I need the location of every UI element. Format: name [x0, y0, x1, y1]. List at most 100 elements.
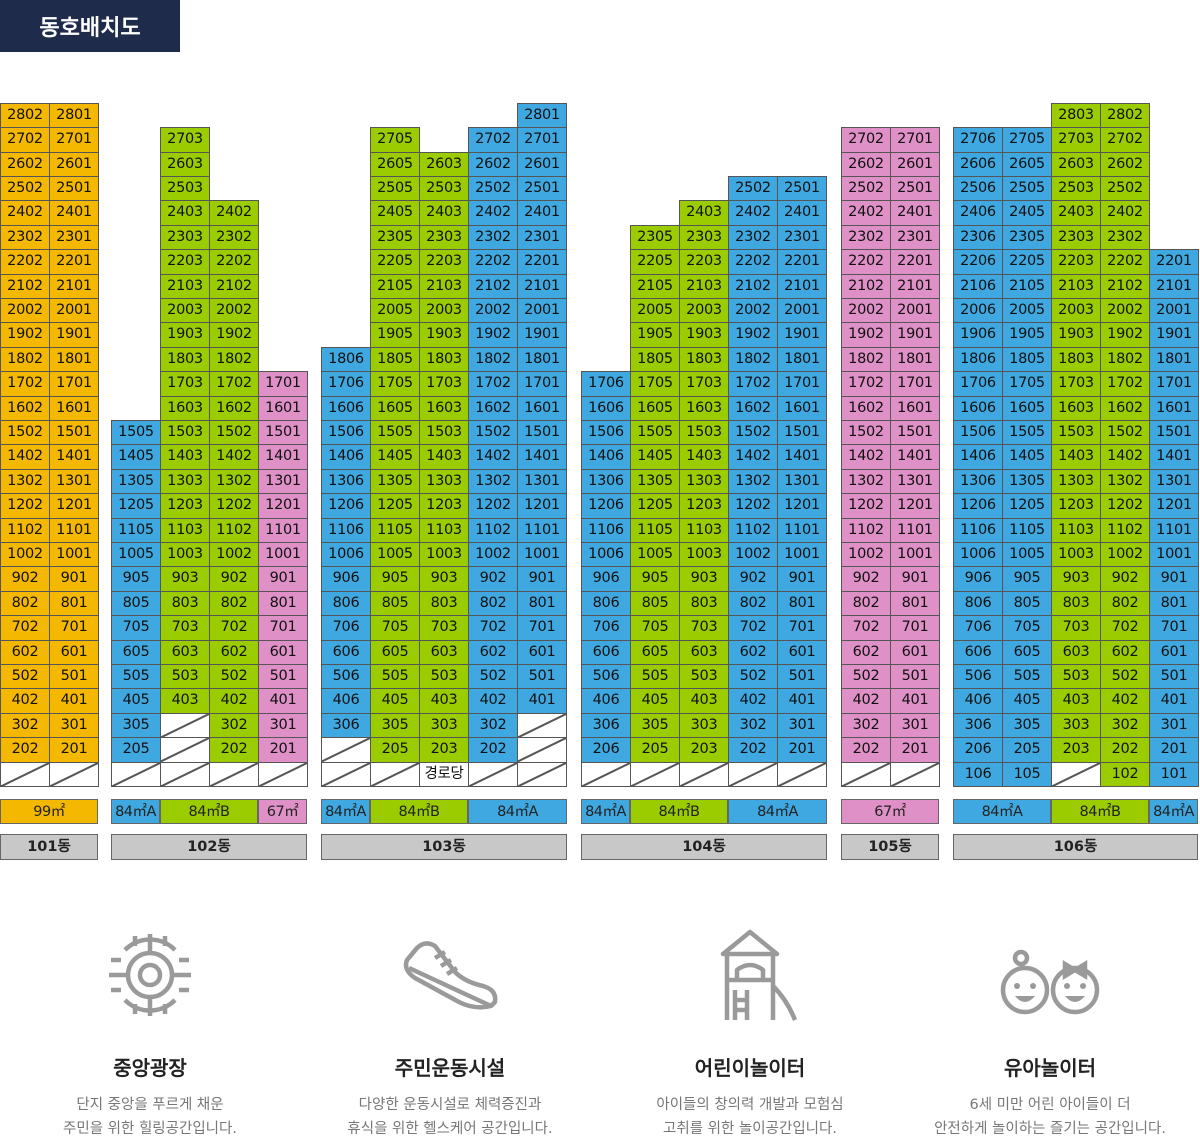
unit-cell: 1502 — [841, 420, 891, 446]
unit-cell: 901 — [258, 566, 308, 592]
unit-cell: 2403 — [419, 200, 469, 226]
feature-description: 다양한 운동시설로 체력증진과 휴식을 위한 헬스케어 공간입니다. — [347, 1097, 553, 1137]
unit-cell: 401 — [777, 688, 827, 714]
unit-cell: 2403 — [679, 200, 729, 226]
unit-cell: 303 — [679, 712, 729, 739]
unit-cell: 2102 — [841, 273, 891, 299]
unit-cell: 1002 — [209, 542, 259, 568]
unit-cell: 1903 — [1051, 322, 1101, 348]
unit-cell: 1803 — [160, 346, 210, 373]
unit-cell: 2402 — [728, 200, 778, 226]
unit-cell: 1005 — [370, 542, 420, 568]
unit-cell: 2203 — [679, 249, 729, 275]
unit-cell: 1505 — [370, 420, 420, 446]
unit-cell: 206 — [953, 737, 1003, 763]
unit-cell: 501 — [517, 664, 567, 690]
unit-cell: 2703 — [1051, 127, 1101, 153]
unit-cell: 1403 — [160, 444, 210, 470]
unit-cell: 1102 — [0, 517, 50, 543]
empty-unit-cell — [630, 761, 680, 787]
unit-cell: 2402 — [468, 200, 518, 226]
unit-cell: 1502 — [209, 420, 259, 446]
unit-cell: 1105 — [111, 517, 161, 543]
unit-cell: 705 — [370, 615, 420, 641]
unit-cell: 2306 — [953, 224, 1003, 251]
unit-cell: 1603 — [1051, 395, 1101, 421]
unit-cell: 2402 — [209, 200, 259, 226]
unit-cell: 1301 — [777, 468, 827, 495]
unit-cell: 602 — [841, 639, 891, 665]
unit-cell: 203 — [1051, 737, 1101, 763]
unit-cell: 1703 — [160, 371, 210, 397]
unit-cell: 1406 — [581, 444, 631, 470]
unit-cell: 901 — [49, 566, 99, 592]
unit-cell: 205 — [630, 737, 680, 763]
unit-cell: 1406 — [321, 444, 371, 470]
unit-cell: 2601 — [49, 151, 99, 177]
unit-cell: 2502 — [0, 176, 50, 202]
unit-cell: 802 — [209, 590, 259, 617]
unit-cell: 2001 — [517, 298, 567, 324]
unit-cell: 1103 — [1051, 517, 1101, 543]
unit-cell: 1906 — [953, 322, 1003, 348]
unit-cell: 1601 — [890, 395, 940, 421]
unit-type-legend: 84㎡B — [1051, 799, 1149, 824]
unit-cell: 605 — [630, 639, 680, 665]
unit-type-legend: 84㎡A — [581, 799, 630, 824]
unit-cell: 2201 — [1149, 249, 1199, 275]
unit-cell: 1503 — [679, 420, 729, 446]
unit-cell: 603 — [1051, 639, 1101, 665]
unit-cell: 1801 — [49, 346, 99, 373]
unit-cell: 401 — [49, 688, 99, 714]
unit-cell: 1001 — [1149, 542, 1199, 568]
unit-cell: 1602 — [0, 395, 50, 421]
unit-cell: 903 — [679, 566, 729, 592]
feature-title: 어린이놀이터 — [694, 1056, 806, 1080]
unit-cell: 1106 — [321, 517, 371, 543]
unit-cell: 803 — [1051, 590, 1101, 617]
unit-cell: 606 — [321, 639, 371, 665]
unit-cell: 502 — [0, 664, 50, 690]
empty-unit-cell — [160, 737, 210, 763]
unit-cell: 606 — [953, 639, 1003, 665]
unit-cell: 2005 — [370, 298, 420, 324]
unit-cell: 801 — [1149, 590, 1199, 617]
unit-cell: 2701 — [890, 127, 940, 153]
unit-cell: 201 — [890, 737, 940, 763]
unit-cell: 1501 — [517, 420, 567, 446]
empty-unit-cell — [517, 761, 567, 787]
unit-cell: 1001 — [777, 542, 827, 568]
unit-cell: 402 — [468, 688, 518, 714]
unit-cell: 2202 — [0, 249, 50, 275]
unit-cell: 2202 — [468, 249, 518, 275]
unit-cell: 705 — [630, 615, 680, 641]
unit-cell: 102 — [1100, 761, 1150, 787]
unit-cell: 2602 — [841, 151, 891, 177]
unit-cell: 2201 — [890, 249, 940, 275]
unit-cell: 1105 — [370, 517, 420, 543]
unit-cell: 603 — [160, 639, 210, 665]
unit-cell: 1802 — [0, 346, 50, 373]
unit-cell: 2201 — [517, 249, 567, 275]
unit-cell: 2103 — [679, 273, 729, 299]
unit-cell: 705 — [111, 615, 161, 641]
unit-cell: 803 — [419, 590, 469, 617]
unit-cell: 201 — [258, 737, 308, 763]
unit-cell: 1102 — [841, 517, 891, 543]
unit-cell: 2606 — [953, 151, 1003, 177]
unit-cell: 2502 — [468, 176, 518, 202]
unit-cell: 2401 — [777, 200, 827, 226]
unit-cell: 801 — [517, 590, 567, 617]
unit-cell: 701 — [1149, 615, 1199, 641]
unit-type-legend: 99㎡ — [0, 799, 98, 824]
unit-type-legend: 84㎡A — [321, 799, 370, 824]
unit-cell: 302 — [728, 712, 778, 739]
unit-cell: 1203 — [679, 493, 729, 519]
unit-cell: 603 — [679, 639, 729, 665]
unit-cell: 1106 — [581, 517, 631, 543]
unit-cell: 1405 — [630, 444, 680, 470]
unit-cell: 2602 — [0, 151, 50, 177]
unit-cell: 2202 — [209, 249, 259, 275]
unit-cell: 1601 — [258, 395, 308, 421]
unit-cell: 201 — [777, 737, 827, 763]
